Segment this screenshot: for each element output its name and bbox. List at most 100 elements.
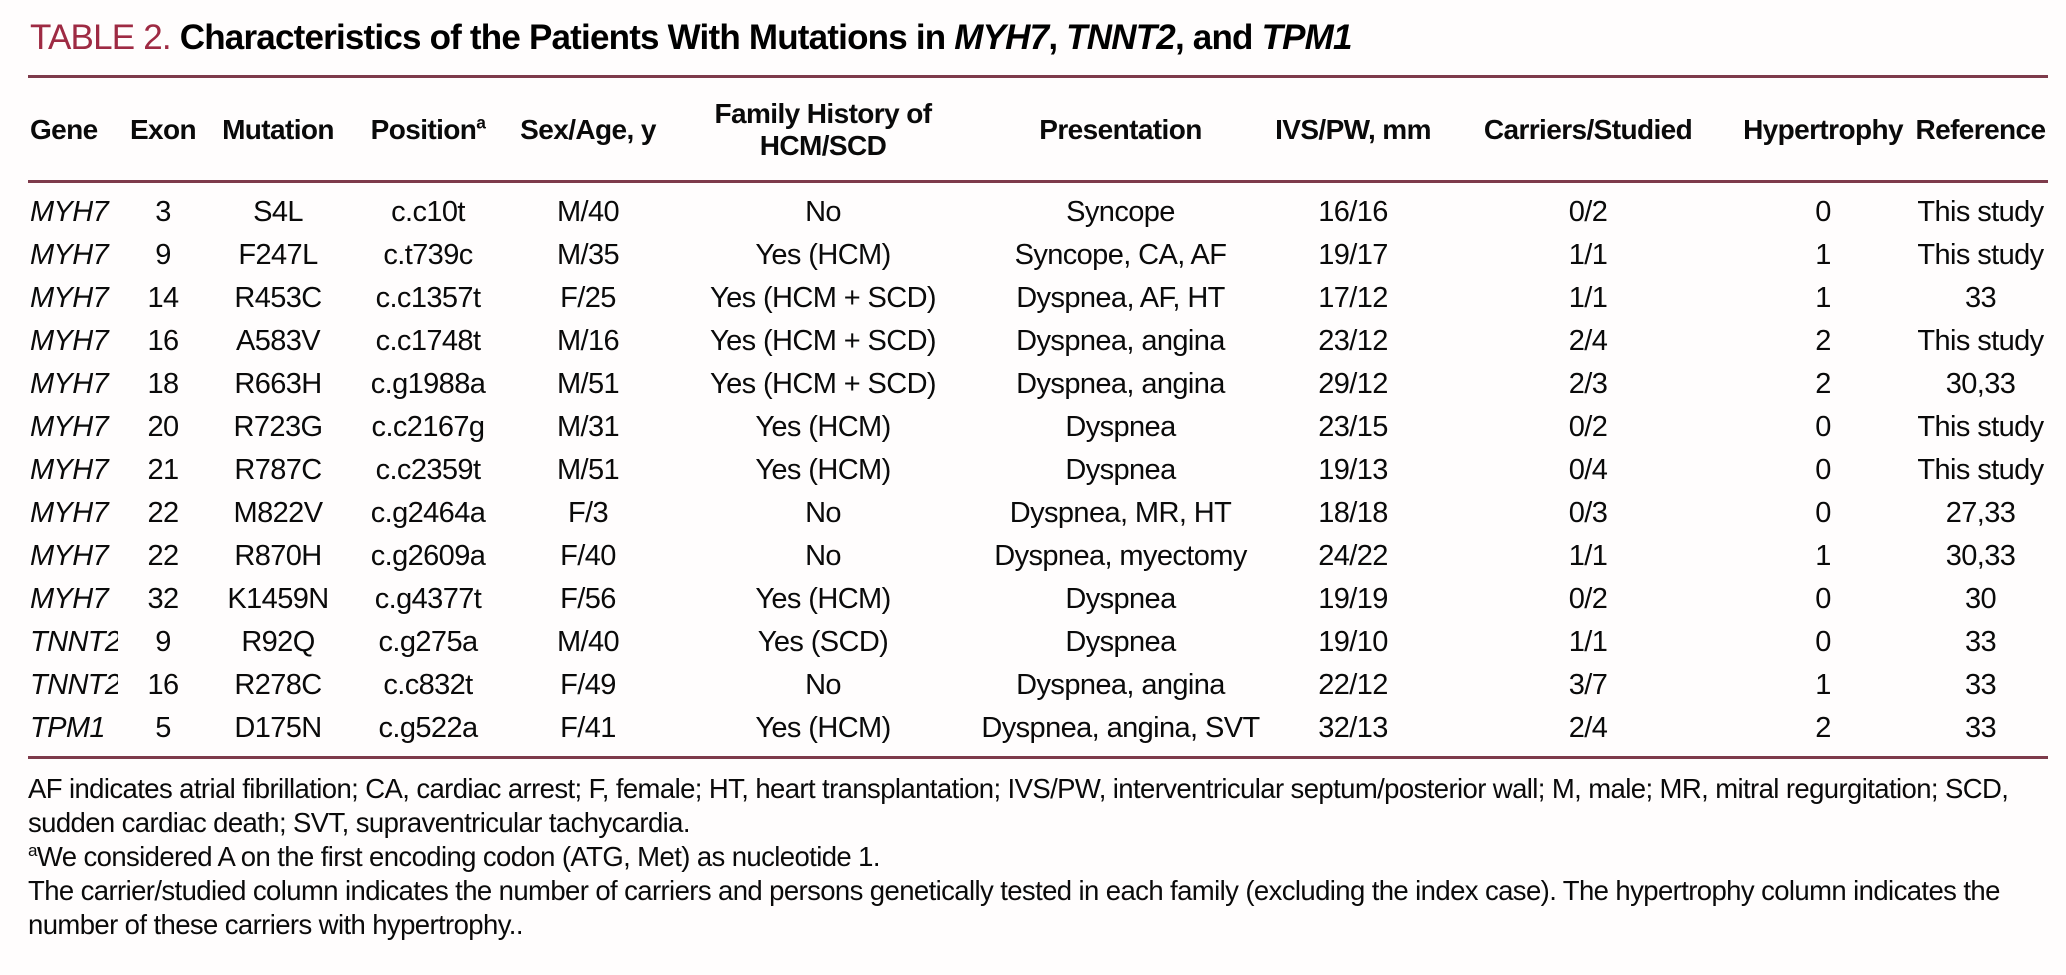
table-row: MYH7 14 R453C c.c1357t F/25 Yes (HCM + SCD) Dy… (28, 277, 2048, 320)
cell-exon: 5 (155, 712, 171, 744)
cell-presentation: Dyspnea (1065, 626, 1176, 658)
cell-mutation: R723G (233, 411, 323, 443)
footnote-carrier-hypertrophy: The carrier/studied column indicates the… (28, 875, 2000, 940)
title-gene-myh7: MYH7 (954, 18, 1049, 57)
cell-presentation: Syncope, CA, AF (1014, 239, 1227, 271)
cell-family-history: No (805, 196, 841, 228)
title-separator-1: , (1048, 18, 1067, 57)
cell-reference: 27,33 (1945, 497, 2016, 529)
cell-exon: 9 (155, 626, 171, 658)
cell-exon: 16 (147, 325, 179, 357)
cell-hypertrophy: 2 (1815, 368, 1831, 400)
cell-exon: 18 (147, 368, 179, 400)
cell-ivs-pw: 23/15 (1318, 411, 1388, 443)
cell-carriers-studied: 0/2 (1568, 196, 1608, 228)
table-row: MYH7 21 R787C c.c2359t M/51 Yes (HCM) Dyspnea 1… (28, 449, 2048, 492)
column-header-presentation: Presentation (978, 76, 1263, 183)
cell-sex-age: M/51 (556, 368, 620, 400)
cell-family-history: Yes (HCM) (755, 712, 891, 744)
cell-gene: MYH7 (30, 239, 109, 271)
column-header-gene: Gene (28, 76, 118, 183)
cell-carriers-studied: 0/2 (1568, 583, 1608, 615)
cell-hypertrophy: 2 (1815, 325, 1831, 357)
cell-ivs-pw: 22/12 (1318, 669, 1388, 701)
footnote-position-text: We considered A on the first encoding co… (36, 841, 881, 872)
cell-gene: MYH7 (30, 325, 109, 357)
column-header-ivs-pw: IVS/PW, mm (1263, 76, 1443, 183)
cell-hypertrophy: 0 (1815, 583, 1831, 615)
cell-hypertrophy: 1 (1815, 239, 1831, 271)
cell-presentation: Dyspnea, myectomy (994, 540, 1247, 572)
cell-sex-age: M/40 (556, 196, 620, 228)
cell-carriers-studied: 0/2 (1568, 411, 1608, 443)
table-row: MYH7 32 K1459N c.g4377t F/56 Yes (HCM) Dyspnea… (28, 578, 2048, 621)
cell-hypertrophy: 0 (1815, 497, 1831, 529)
cell-hypertrophy: 0 (1815, 196, 1831, 228)
cell-carriers-studied: 2/4 (1568, 325, 1608, 357)
column-header-sex-age: Sex/Age, y (508, 76, 668, 183)
cell-carriers-studied: 1/1 (1568, 282, 1608, 314)
cell-exon: 22 (147, 497, 179, 529)
cell-hypertrophy: 0 (1815, 454, 1831, 486)
cell-mutation: F247L (238, 239, 318, 271)
cell-position: c.c2167g (371, 411, 486, 443)
cell-exon: 20 (147, 411, 179, 443)
column-header-mutation: Mutation (208, 76, 348, 183)
cell-ivs-pw: 19/17 (1318, 239, 1388, 271)
table-row: MYH7 16 A583V c.c1748t M/16 Yes (HCM + SCD) Dy… (28, 320, 2048, 363)
cell-mutation: R870H (234, 540, 322, 572)
cell-presentation: Dyspnea, angina (1016, 669, 1225, 701)
cell-sex-age: M/35 (556, 239, 620, 271)
cell-gene: TPM1 (30, 712, 106, 744)
cell-reference: 30,33 (1945, 540, 2016, 572)
title-gene-tnnt2: TNNT2 (1066, 18, 1176, 57)
cell-hypertrophy: 1 (1815, 669, 1831, 701)
cell-mutation: A583V (235, 325, 321, 357)
cell-position: c.g522a (378, 712, 479, 744)
cell-mutation: S4L (253, 196, 303, 228)
column-header-superscript: a (476, 112, 486, 133)
cell-carriers-studied: 1/1 (1568, 626, 1608, 658)
cell-ivs-pw: 19/19 (1318, 583, 1388, 615)
cell-position: c.c10t (391, 196, 465, 228)
cell-position: c.c2359t (375, 454, 481, 486)
table-header: Gene Exon Mutation Positiona Sex/Age, y Famil… (28, 76, 2048, 183)
cell-gene: MYH7 (30, 411, 109, 443)
column-header-carriers-studied: Carriers/Studied (1443, 76, 1733, 183)
cell-ivs-pw: 19/10 (1318, 626, 1388, 658)
cell-mutation: R453C (234, 282, 322, 314)
cell-sex-age: F/3 (567, 497, 609, 529)
cell-family-history: Yes (HCM + SCD) (709, 282, 937, 314)
footnote-position: aWe considered A on the first encoding c… (28, 840, 2038, 874)
cell-ivs-pw: 17/12 (1318, 282, 1388, 314)
cell-presentation: Dyspnea (1065, 411, 1176, 443)
cell-ivs-pw: 18/18 (1318, 497, 1388, 529)
column-header-exon: Exon (118, 76, 208, 183)
footnote-abbreviations: AF indicates atrial fibrillation; CA, ca… (28, 773, 2009, 838)
cell-reference: This study (1917, 454, 2044, 486)
cell-sex-age: F/25 (560, 282, 616, 314)
column-header-family-history: Family History of HCM/SCD (668, 76, 978, 183)
cell-carriers-studied: 0/3 (1568, 497, 1608, 529)
cell-reference: 30 (1964, 583, 1997, 615)
table-row: MYH7 9 F247L c.t739c M/35 Yes (HCM) Syncope, C… (28, 234, 2048, 277)
header-row: Gene Exon Mutation Positiona Sex/Age, y Famil… (28, 76, 2048, 183)
cell-sex-age: M/40 (556, 626, 620, 658)
cell-presentation: Dyspnea, angina, SVT (981, 712, 1260, 744)
cell-gene: MYH7 (30, 368, 109, 400)
cell-family-history: No (805, 669, 841, 701)
column-header-reference: Reference (1913, 76, 2048, 183)
cell-reference: 33 (1964, 669, 1997, 701)
cell-position: c.c832t (383, 669, 473, 701)
cell-family-history: Yes (HCM) (755, 411, 891, 443)
cell-reference: 33 (1964, 626, 1997, 658)
cell-family-history: Yes (HCM + SCD) (709, 325, 937, 357)
title-text: Characteristics of the Patients With Mut… (179, 18, 955, 57)
cell-sex-age: F/41 (560, 712, 616, 744)
cell-ivs-pw: 23/12 (1318, 325, 1388, 357)
title-separator-2: , and (1174, 18, 1262, 57)
cell-hypertrophy: 2 (1815, 712, 1831, 744)
cell-ivs-pw: 24/22 (1318, 540, 1388, 572)
cell-gene: MYH7 (30, 540, 109, 572)
table-number-label: TABLE 2. (30, 18, 172, 57)
